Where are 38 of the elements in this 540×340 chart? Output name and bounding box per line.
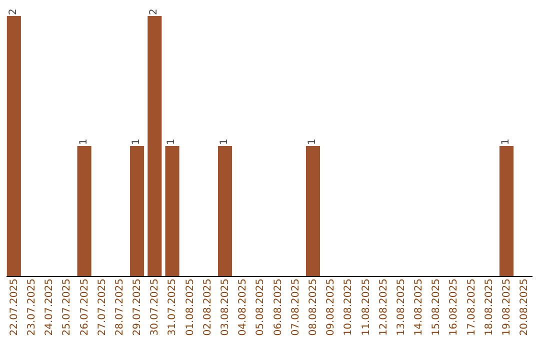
data-label: 1: [500, 138, 512, 145]
x-tick-label: 06.08.2025: [272, 278, 284, 336]
x-tick-label: 22.07.2025: [8, 278, 20, 336]
data-label: 1: [219, 138, 230, 145]
x-tick-label: 11.08.2025: [360, 278, 372, 336]
x-tick-label: 19.08.2025: [501, 278, 512, 336]
x-tick-label: 10.08.2025: [343, 278, 354, 336]
x-tick-label: 25.07.2025: [62, 278, 73, 336]
x-tick-label: 02.08.2025: [202, 278, 214, 336]
data-label: 2: [148, 8, 160, 15]
x-tick-label: 14.08.2025: [414, 278, 425, 336]
x-tick-label: 28.07.2025: [114, 278, 126, 336]
x-tick-label: 23.07.2025: [26, 278, 38, 336]
x-tick-label: 07.08.2025: [290, 278, 302, 336]
x-tick-label: 13.08.2025: [396, 278, 407, 336]
data-label: 2: [8, 8, 19, 15]
x-tick-label: 08.08.2025: [308, 278, 319, 336]
x-tick-label: 09.08.2025: [326, 278, 337, 336]
x-tick-label: 26.07.2025: [79, 278, 90, 336]
x-tick-label: 04.08.2025: [238, 278, 249, 336]
x-tick-label: 05.08.2025: [255, 278, 266, 336]
x-tick-label: 18.08.2025: [484, 278, 495, 336]
data-label: 1: [131, 138, 142, 145]
x-tick-label: 20.08.2025: [519, 278, 530, 336]
x-tick-label: 16.08.2025: [448, 278, 460, 336]
x-tick-label: 03.08.2025: [220, 278, 232, 336]
x-tick-label: 12.08.2025: [378, 278, 390, 336]
x-tick-label: 31.07.2025: [167, 278, 178, 336]
x-tick-label: 17.08.2025: [466, 278, 478, 336]
data-label: 1: [166, 138, 178, 145]
x-tick-label: 27.07.2025: [96, 278, 108, 336]
x-tick-label: 24.07.2025: [44, 278, 56, 336]
data-label: 1: [306, 138, 318, 145]
x-tick-label: 15.08.2025: [431, 278, 442, 336]
x-tick-label: 30.07.2025: [150, 278, 161, 336]
data-label: 1: [78, 138, 90, 145]
x-tick-label: 29.07.2025: [132, 278, 144, 336]
x-tick-label: 01.08.2025: [184, 278, 196, 336]
